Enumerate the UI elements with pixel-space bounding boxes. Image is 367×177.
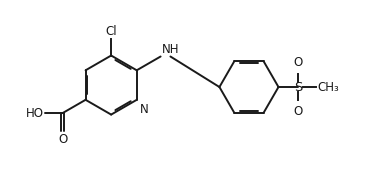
Text: Cl: Cl xyxy=(105,25,117,38)
Text: NH: NH xyxy=(161,42,179,56)
Text: S: S xyxy=(294,81,302,93)
Text: O: O xyxy=(58,133,67,146)
Text: O: O xyxy=(294,56,303,69)
Text: CH₃: CH₃ xyxy=(318,81,339,93)
Text: HO: HO xyxy=(26,107,44,120)
Text: N: N xyxy=(140,103,148,116)
Text: O: O xyxy=(294,105,303,118)
